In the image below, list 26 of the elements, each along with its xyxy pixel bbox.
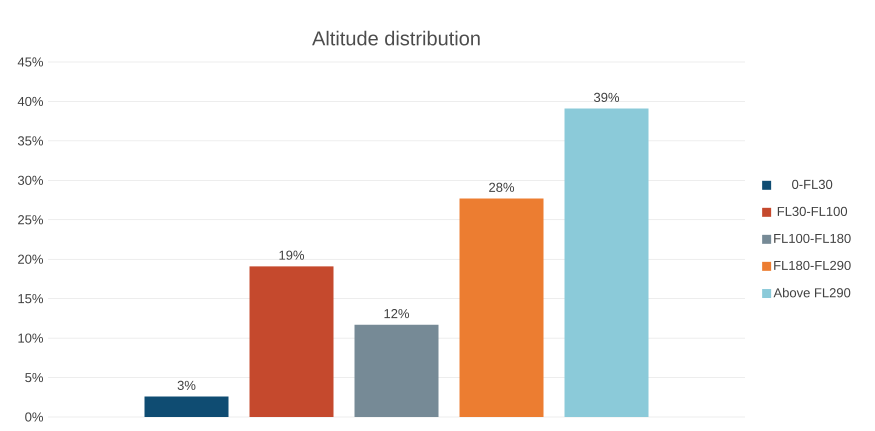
legend-label: Above FL290	[774, 288, 850, 298]
bar	[354, 324, 439, 417]
legend-label: FL180-FL290	[774, 260, 851, 270]
chart-title: Altitude distribution	[312, 30, 480, 46]
data-label: 39%	[594, 92, 620, 102]
y-tick-label: 45%	[18, 57, 43, 67]
y-tick-label: 35%	[18, 136, 43, 146]
bar	[564, 108, 649, 417]
y-tick-label: 10%	[18, 334, 43, 343]
legend-label: FL100-FL180	[774, 234, 851, 244]
y-tick-label: 25%	[18, 215, 43, 224]
y-tick-label: 30%	[18, 176, 43, 185]
bar	[144, 396, 229, 417]
data-label: 12%	[384, 309, 410, 318]
y-tick-label: 15%	[18, 294, 43, 304]
data-label: 19%	[279, 250, 304, 260]
data-label: 28%	[489, 182, 514, 192]
legend-label: 0-FL30	[792, 180, 832, 189]
bar	[250, 266, 334, 417]
y-tick-label: 0%	[25, 412, 43, 422]
y-tick-label: 40%	[18, 96, 43, 106]
data-label: 3%	[178, 380, 196, 390]
y-tick-label: 20%	[18, 254, 43, 264]
legend-label: FL30-FL100	[778, 206, 848, 216]
y-tick-label: 5%	[25, 372, 43, 382]
bar	[460, 198, 544, 417]
